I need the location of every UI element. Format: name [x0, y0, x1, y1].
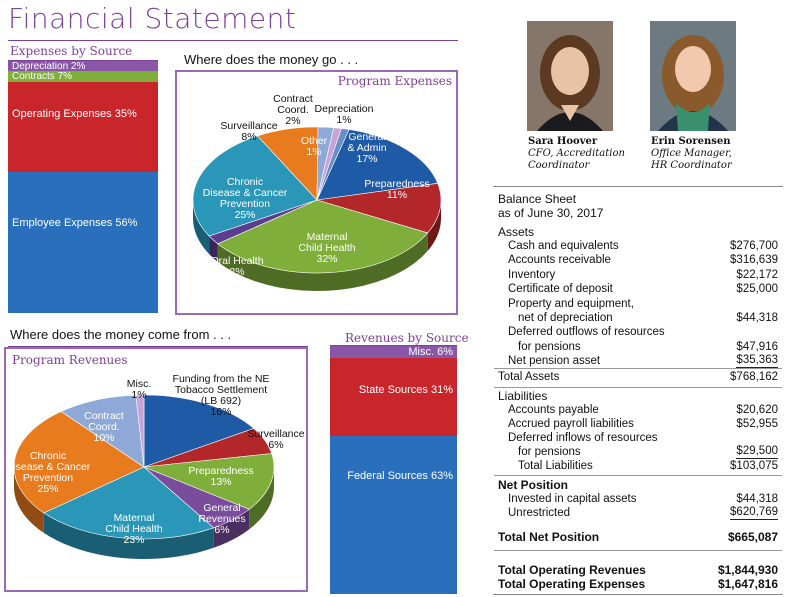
net-position-heading: Net Position [498, 478, 569, 492]
revenue-label-5: Chronic Disease & Cancer Prevention 25% [6, 450, 91, 495]
revenue-slice-4 [43, 466, 215, 540]
revenue-label-7: Misc. 1% [127, 378, 152, 401]
page-title: Financial Statement [8, 2, 297, 35]
expense-side-1 [427, 200, 441, 251]
expense-label-2: Maternal Child Health 32% [298, 231, 355, 265]
revenue-label-1: Surveillance 6% [247, 428, 304, 451]
balance-row: Certificate of deposit $25,000 [508, 283, 778, 296]
revenues-rule [330, 345, 457, 346]
title-rule [8, 40, 458, 41]
revenue-label-0: Funding from the NE Tobacco Settlement (LB… [173, 373, 270, 418]
expense-side-2 [217, 232, 428, 291]
expense-label-7: Other 1% [301, 135, 328, 158]
caption-sara-hoover: Sara Hoover CFO, Accreditation Coordinat… [528, 136, 625, 171]
revenue-seg-federal: Federal Sources 63% [330, 436, 457, 594]
program-revenues-pie: Funding from the NE Tobacco Settlement (LB… [6, 373, 305, 559]
revenue-side-3 [213, 509, 250, 548]
balance-sheet-bottom-rule [493, 594, 783, 595]
liabilities-divider [494, 387, 782, 388]
revenue-label-3: General Revenues 6% [198, 502, 245, 536]
revenue-slice-6 [60, 394, 145, 468]
expense-slice-4 [192, 135, 318, 237]
balance-row: Accrued payroll liabilities $52,955 [508, 418, 778, 430]
balance-row: Unrestricted $620,769 [508, 506, 778, 520]
expense-slice-1 [316, 183, 442, 234]
program-revenues-box: Program Revenues Funding from the NE Toba… [4, 347, 308, 592]
caption-erin-sorensen: Erin Sorensen Office Manager, HR Coordin… [651, 136, 732, 171]
expense-label-1: Preparedness 11% [364, 178, 429, 201]
expense-label-6: Contract Coord. 2% [273, 93, 313, 127]
balance-row: Invested in capital assets $44,318 [508, 493, 778, 505]
balance-row: Cash and equivalents $276,700 [508, 240, 778, 252]
balance-row: Net pension asset $35,363 [508, 354, 778, 369]
expense-seg-operating: Operating Expenses 35% [8, 82, 158, 172]
revenue-label-2: Preparedness 13% [188, 465, 253, 488]
expense-side-4 [193, 200, 210, 254]
balance-row: Deferred outflows of resources [508, 326, 665, 339]
total-operating-revenues-row: Total Operating Revenues $1,844,930 [498, 563, 778, 577]
assets-heading: Assets [498, 225, 535, 239]
expense-label-4: Chronic Disease & Cancer Prevention 25% [203, 176, 288, 221]
total-liabilities-row: Total Liabilities $103,075 [518, 460, 778, 472]
balance-row: Accounts receivable $316,639 [508, 254, 778, 267]
revenue-top-rule [8, 346, 308, 347]
total-assets-row: Total Assets $768,162 [498, 371, 778, 383]
liabilities-heading: Liabilities [498, 389, 548, 403]
balance-sheet-title: Balance Sheet [498, 192, 577, 206]
expense-label-3: Oral Health 2% [210, 255, 263, 278]
expense-seg-depreciation: Depreciation 2% [8, 61, 158, 72]
revenue-seg-misc: Misc. 6% [330, 346, 457, 358]
balance-sheet: Balance Sheet as of June 30, 2017 Assets… [494, 192, 782, 592]
revenues-stacked-bar: Misc. 6% State Sources 31% Federal Sourc… [330, 346, 457, 594]
operating-divider [494, 550, 782, 551]
balance-row: Property and equipment, [508, 297, 634, 310]
balance-row: Accounts payable $20,620 [508, 404, 778, 416]
expense-side-3 [209, 235, 218, 262]
total-operating-expenses-row: Total Operating Expenses $1,647,816 [498, 577, 778, 591]
expense-slice-8 [316, 128, 350, 201]
program-expenses-pie: General & Admin 17% Preparedness 11% Maternal… [192, 93, 442, 291]
balance-row: net of depreciation $44,318 [518, 312, 778, 324]
assets-divider [494, 368, 782, 369]
revenue-seg-state: State Sources 31% [330, 358, 457, 436]
program-revenues-heading: Program Revenues [12, 353, 128, 367]
total-net-position-row: Total Net Position $665,087 [498, 530, 778, 544]
revenue-label-6: Contract Coord. 10% [84, 410, 124, 444]
expense-label-8: Depreciation 1% [315, 103, 374, 126]
revenue-slice-2 [143, 453, 275, 510]
expense-slice-0 [316, 129, 439, 201]
expense-label-5: Surveillance 8% [220, 120, 277, 143]
revenue-slice-7 [135, 394, 145, 468]
revenue-side-5 [14, 467, 44, 533]
revenue-label-4: Maternal Child Health 23% [105, 512, 162, 546]
program-expenses-box: Program Expenses General & Admin 17% Prepar… [175, 70, 458, 315]
expenses-stacked-bar: Depreciation 2% Contracts 7% Operating E… [8, 61, 158, 313]
revenue-slice-0 [143, 394, 255, 468]
balance-sheet-top-rule [493, 186, 783, 187]
expenses-rule [8, 60, 158, 61]
expense-seg-contracts: Contracts 7% [8, 71, 158, 82]
balance-row: Inventory $22,172 [508, 268, 778, 281]
revenue-side-4 [43, 512, 214, 559]
net-position-divider [494, 475, 782, 476]
photo-sara-hoover [527, 21, 613, 131]
program-expenses-heading: Program Expenses [337, 74, 452, 88]
balance-row: for pensions $29,500 [518, 445, 778, 459]
revenue-slice-5 [13, 411, 145, 514]
money-go-heading: Where does the money go . . . [184, 52, 359, 67]
balance-sheet-date: as of June 30, 2017 [498, 206, 604, 220]
balance-row: Deferred inflows of resources [508, 432, 658, 444]
expense-label-0: General & Admin 17% [347, 131, 386, 165]
expense-seg-employee: Employee Expenses 56% [8, 172, 158, 313]
balance-row: for pensions $47,916 [518, 340, 778, 353]
expense-slice-2 [217, 199, 429, 274]
photo-erin-sorensen [650, 21, 736, 131]
money-come-heading: Where does the money come from . . . [10, 327, 232, 342]
revenues-by-source-heading: Revenues by Source [345, 331, 469, 345]
expenses-by-source-heading: Expenses by Source [10, 44, 133, 58]
